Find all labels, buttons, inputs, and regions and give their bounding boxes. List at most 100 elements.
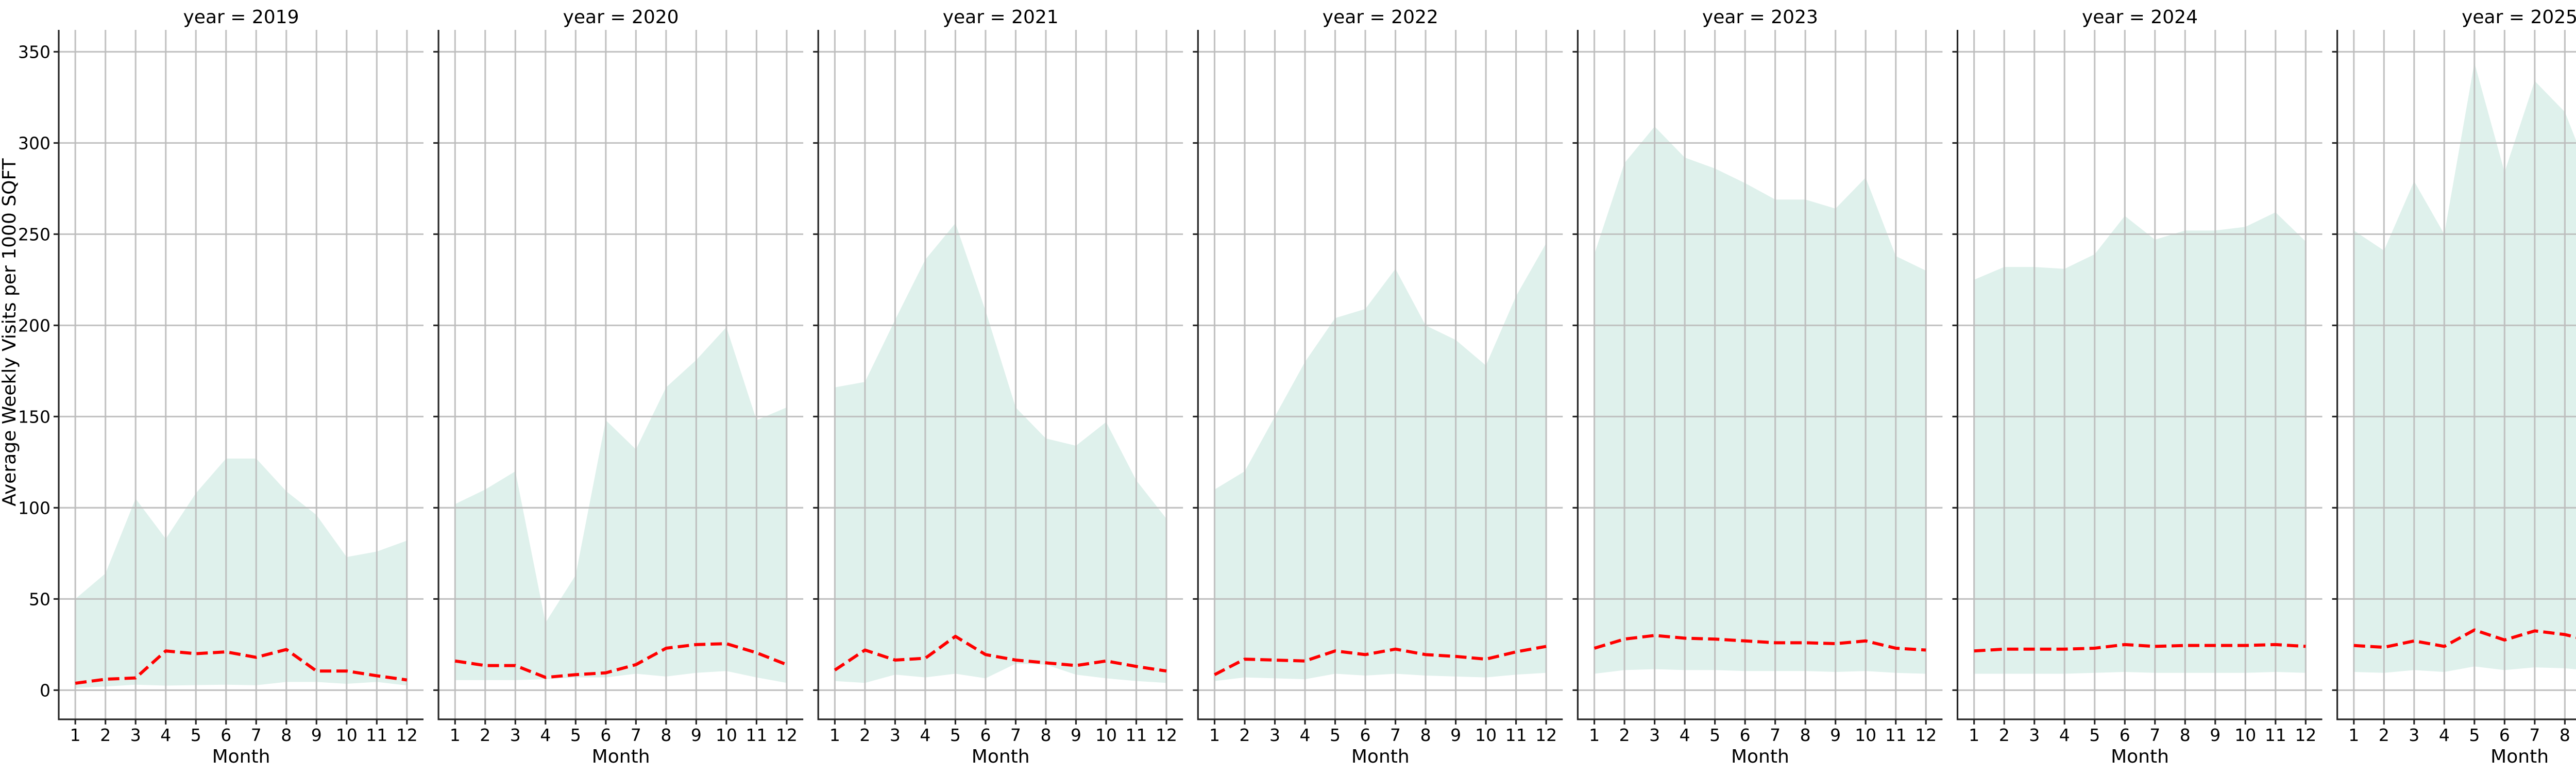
x-tick-label: 8 (1420, 725, 1431, 745)
x-tick-label: 5 (191, 725, 201, 745)
x-tick-label: 7 (631, 725, 641, 745)
x-tick-label: 2 (480, 725, 490, 745)
x-tick-label: 5 (2089, 725, 2100, 745)
y-tick-label: 150 (18, 407, 50, 427)
y-tick-label: 0 (40, 680, 50, 700)
x-tick-label: 1 (2348, 725, 2359, 745)
x-tick-label: 1 (1209, 725, 1220, 745)
x-tick-label: 6 (1740, 725, 1751, 745)
x-tick-label: 2 (2379, 725, 2389, 745)
x-tick-label: 2 (1239, 725, 1250, 745)
axis-spine (1577, 30, 1943, 720)
median-line (834, 634, 1167, 673)
x-tick-label: 2 (859, 725, 870, 745)
x-tick-label: 9 (1450, 725, 1461, 745)
x-axis-label: Month (1731, 746, 1789, 767)
x-tick-label: 10 (716, 725, 737, 745)
x-tick-label: 7 (1770, 725, 1781, 745)
x-tick-label: 10 (336, 725, 358, 745)
x-tick-label: 12 (396, 725, 418, 745)
x-tick-label: 12 (1156, 725, 1177, 745)
x-tick-label: 2 (100, 725, 111, 745)
x-tick-label: 5 (1330, 725, 1341, 745)
percentile-band (75, 458, 407, 688)
x-tick-label: 8 (2560, 725, 2570, 745)
x-tick-label: 10 (2234, 725, 2256, 745)
x-tick-label: 9 (311, 725, 322, 745)
y-axis-label: Average Weekly Visits per 1000 SQFT (0, 158, 20, 506)
x-tick-label: 8 (1800, 725, 1811, 745)
x-tick-label: 11 (2265, 725, 2286, 745)
x-tick-label: 9 (691, 725, 702, 745)
x-tick-label: 6 (1360, 725, 1371, 745)
panel-title: year = 2024 (2082, 7, 2198, 28)
x-tick-label: 3 (2029, 725, 2040, 745)
y-tick-label: 300 (18, 133, 50, 153)
x-tick-label: 3 (2409, 725, 2419, 745)
x-tick-label: 4 (540, 725, 551, 745)
x-tick-label: 12 (1915, 725, 1937, 745)
x-tick-label: 8 (2180, 725, 2191, 745)
x-tick-label: 9 (1830, 725, 1841, 745)
x-tick-label: 11 (1505, 725, 1527, 745)
x-tick-label: 5 (1709, 725, 1720, 745)
percentile-band (1214, 243, 1547, 681)
x-tick-label: 11 (1126, 725, 1147, 745)
x-axis-label: Month (1351, 746, 1410, 767)
panel-title: year = 2019 (183, 7, 299, 28)
x-tick-label: 6 (221, 725, 231, 745)
percentile-band (1974, 212, 2306, 674)
x-tick-label: 8 (660, 725, 671, 745)
median-line (2353, 628, 2576, 649)
x-tick-label: 1 (829, 725, 840, 745)
panel-title: year = 2025 (2462, 7, 2576, 28)
x-tick-label: 2 (1619, 725, 1630, 745)
percentile-band (455, 327, 787, 683)
median-line (1974, 643, 2306, 653)
x-axis-label: Month (2490, 746, 2549, 767)
x-tick-label: 6 (600, 725, 611, 745)
axis-spine (2336, 30, 2576, 720)
x-tick-label: 10 (1475, 725, 1497, 745)
y-tick-label: 100 (18, 498, 50, 518)
median-line (1594, 634, 1926, 652)
x-tick-label: 4 (1300, 725, 1311, 745)
x-tick-label: 8 (281, 725, 292, 745)
panel-title: year = 2020 (563, 7, 679, 28)
x-tick-label: 10 (1855, 725, 1876, 745)
x-tick-label: 7 (2149, 725, 2160, 745)
x-tick-label: 5 (570, 725, 581, 745)
x-tick-label: 3 (130, 725, 141, 745)
y-tick-label: 200 (18, 315, 50, 335)
percentile-band (1594, 126, 1926, 674)
x-tick-label: 1 (1589, 725, 1600, 745)
facet-panel-2025: year = 2025123456789101112Month (2332, 7, 2576, 767)
panel-title: year = 2021 (943, 7, 1059, 28)
axis-spine (1197, 30, 1563, 720)
x-tick-label: 11 (1885, 725, 1907, 745)
x-tick-label: 12 (2295, 725, 2316, 745)
y-tick-label: 250 (18, 224, 50, 244)
x-tick-label: 12 (776, 725, 798, 745)
x-tick-label: 2 (1999, 725, 2010, 745)
x-tick-label: 4 (2439, 725, 2450, 745)
y-tick-label: 350 (18, 42, 50, 62)
median-line (75, 648, 408, 685)
axis-spine (1956, 30, 2323, 720)
x-tick-label: 1 (1969, 725, 1979, 745)
x-axis-label: Month (592, 746, 650, 767)
x-tick-label: 8 (1040, 725, 1051, 745)
x-tick-label: 1 (70, 725, 81, 745)
x-tick-label: 10 (1095, 725, 1117, 745)
x-tick-label: 9 (2210, 725, 2221, 745)
axis-spine (58, 30, 423, 720)
x-tick-label: 9 (1071, 725, 1081, 745)
x-tick-label: 7 (1010, 725, 1021, 745)
